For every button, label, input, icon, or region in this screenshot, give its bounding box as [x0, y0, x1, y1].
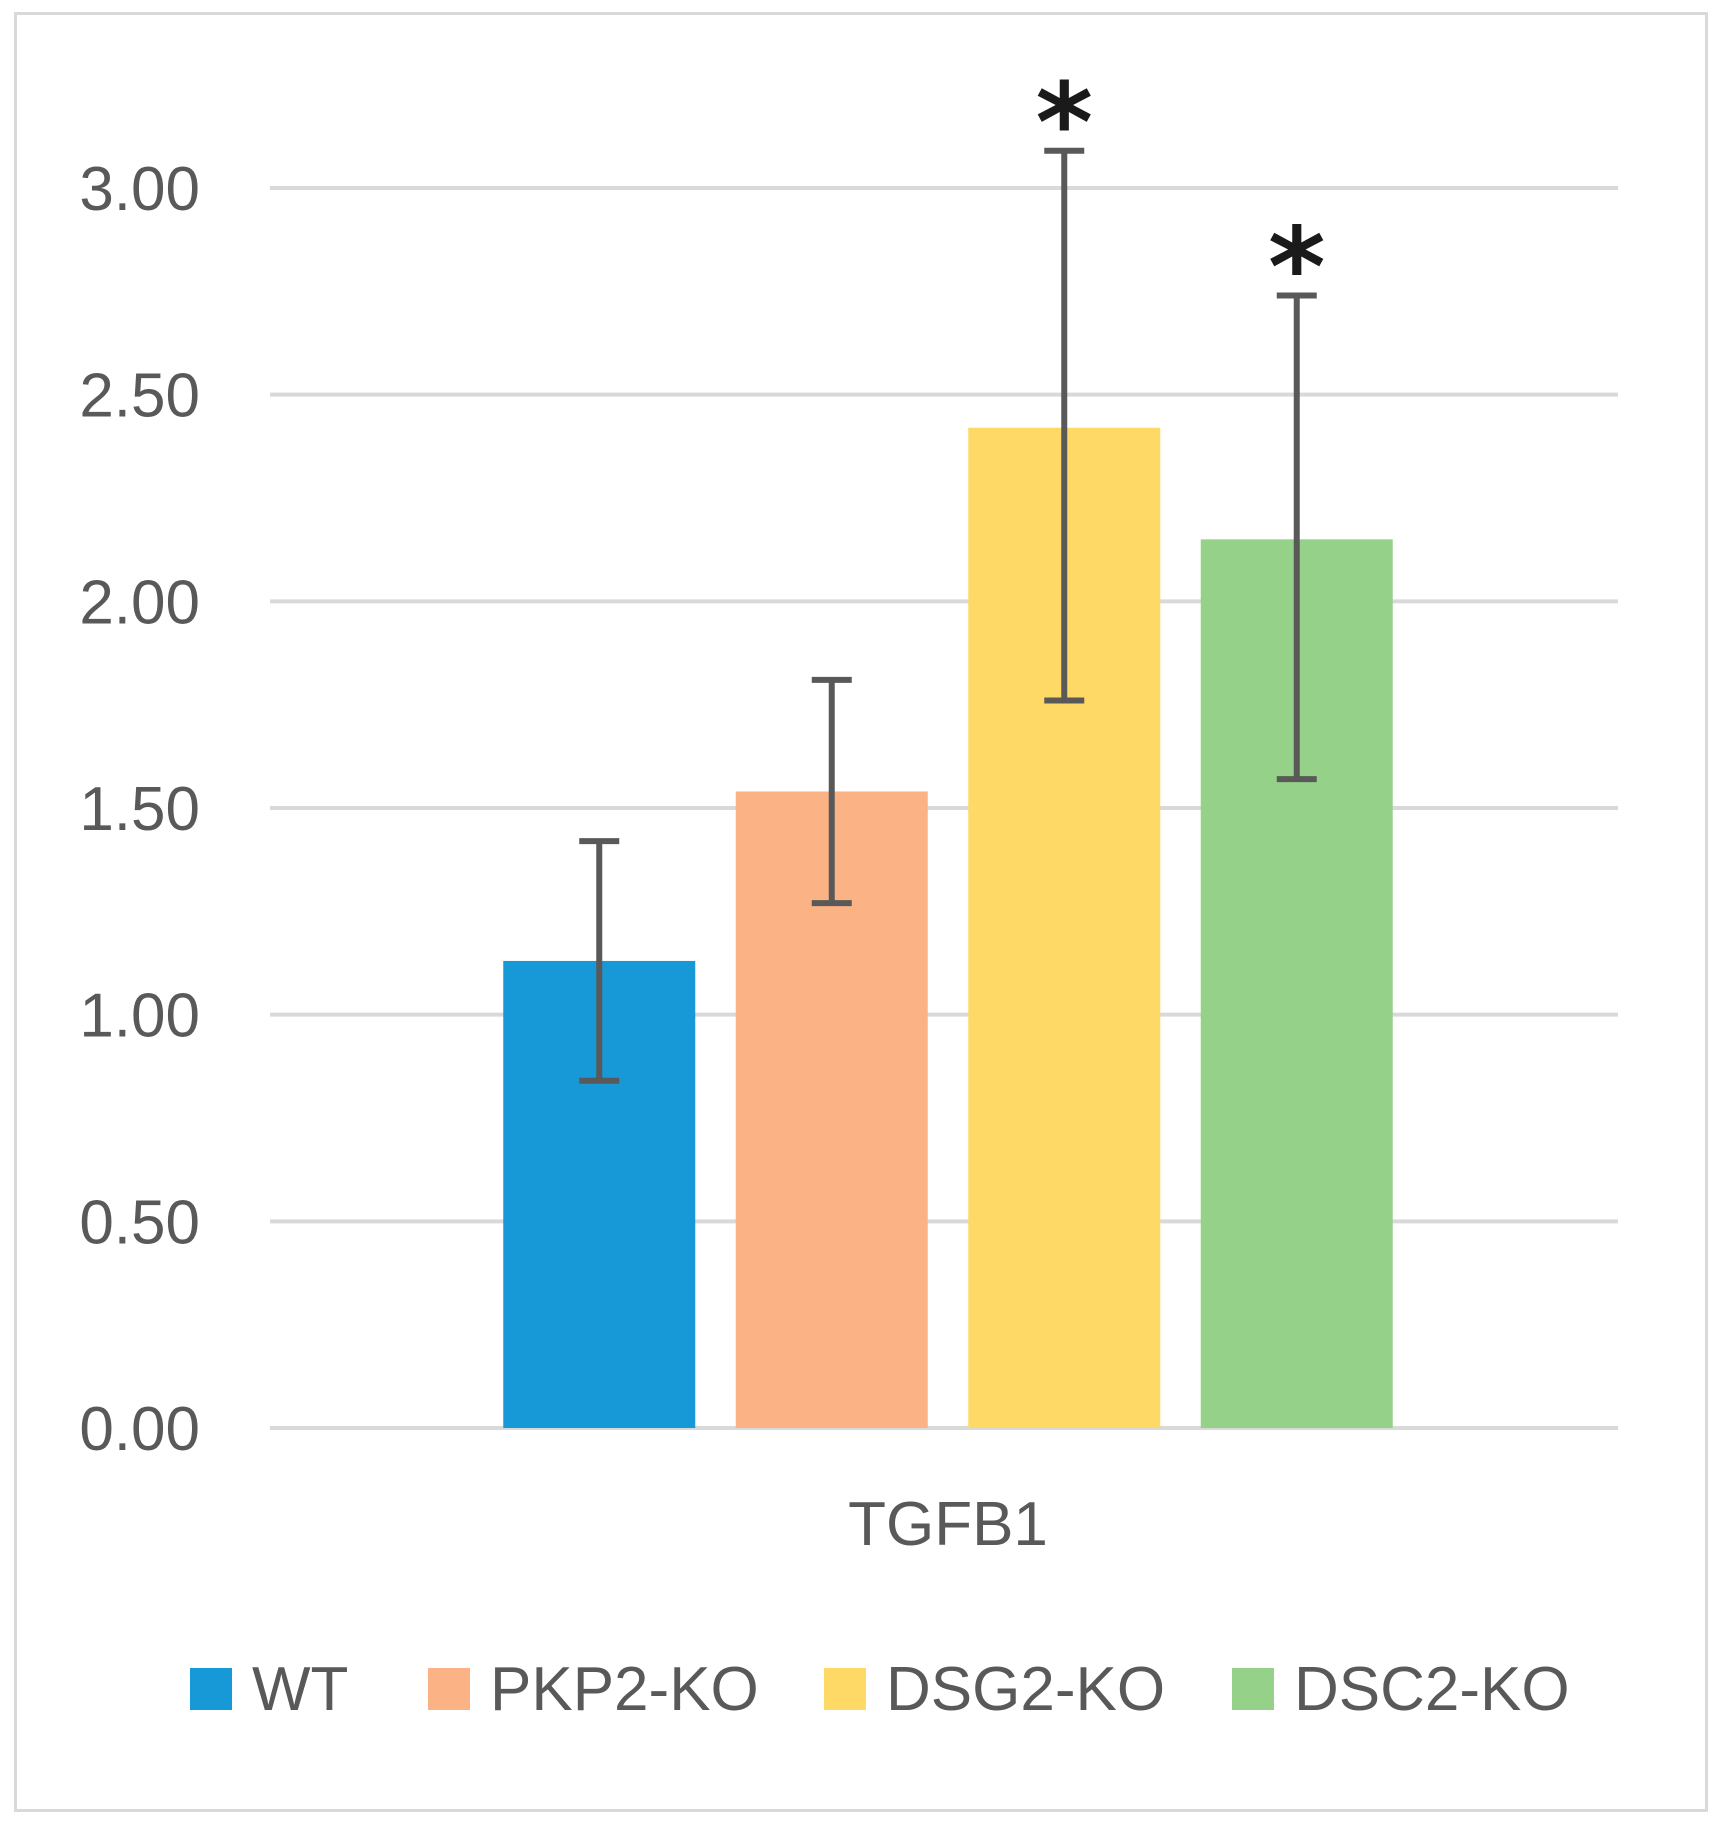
significance-markers: ** — [1035, 59, 1325, 332]
y-tick-label: 0.50 — [79, 1188, 200, 1257]
legend-swatch-dsg2-ko — [824, 1668, 866, 1710]
legend-label: PKP2-KO — [490, 1655, 759, 1724]
legend-swatch-wt — [190, 1668, 232, 1710]
y-axis-tick-labels: 0.00 0.50 1.00 1.50 2.00 2.50 3.00 — [79, 155, 200, 1464]
legend-label: DSG2-KO — [886, 1655, 1165, 1724]
gridlines — [270, 186, 1618, 1430]
x-axis-category-label: TGFB1 — [848, 1490, 1048, 1559]
error-bars — [579, 147, 1317, 1084]
legend-label: WT — [252, 1655, 348, 1724]
significance-star: * — [1268, 203, 1326, 331]
y-tick-label: 1.50 — [79, 775, 200, 844]
bars — [503, 427, 1393, 1428]
significance-star: * — [1035, 59, 1093, 187]
legend-swatch-dsc2-ko — [1232, 1668, 1274, 1710]
y-tick-label: 1.00 — [79, 982, 200, 1051]
y-tick-label: 2.00 — [79, 568, 200, 637]
legend-swatch-pkp2-ko — [428, 1668, 470, 1710]
y-tick-label: 3.00 — [79, 155, 200, 224]
legend: WT PKP2-KO DSG2-KO DSC2-KO — [190, 1655, 1570, 1724]
legend-label: DSC2-KO — [1294, 1655, 1570, 1724]
y-tick-label: 0.00 — [79, 1395, 200, 1464]
y-tick-label: 2.50 — [79, 362, 200, 431]
